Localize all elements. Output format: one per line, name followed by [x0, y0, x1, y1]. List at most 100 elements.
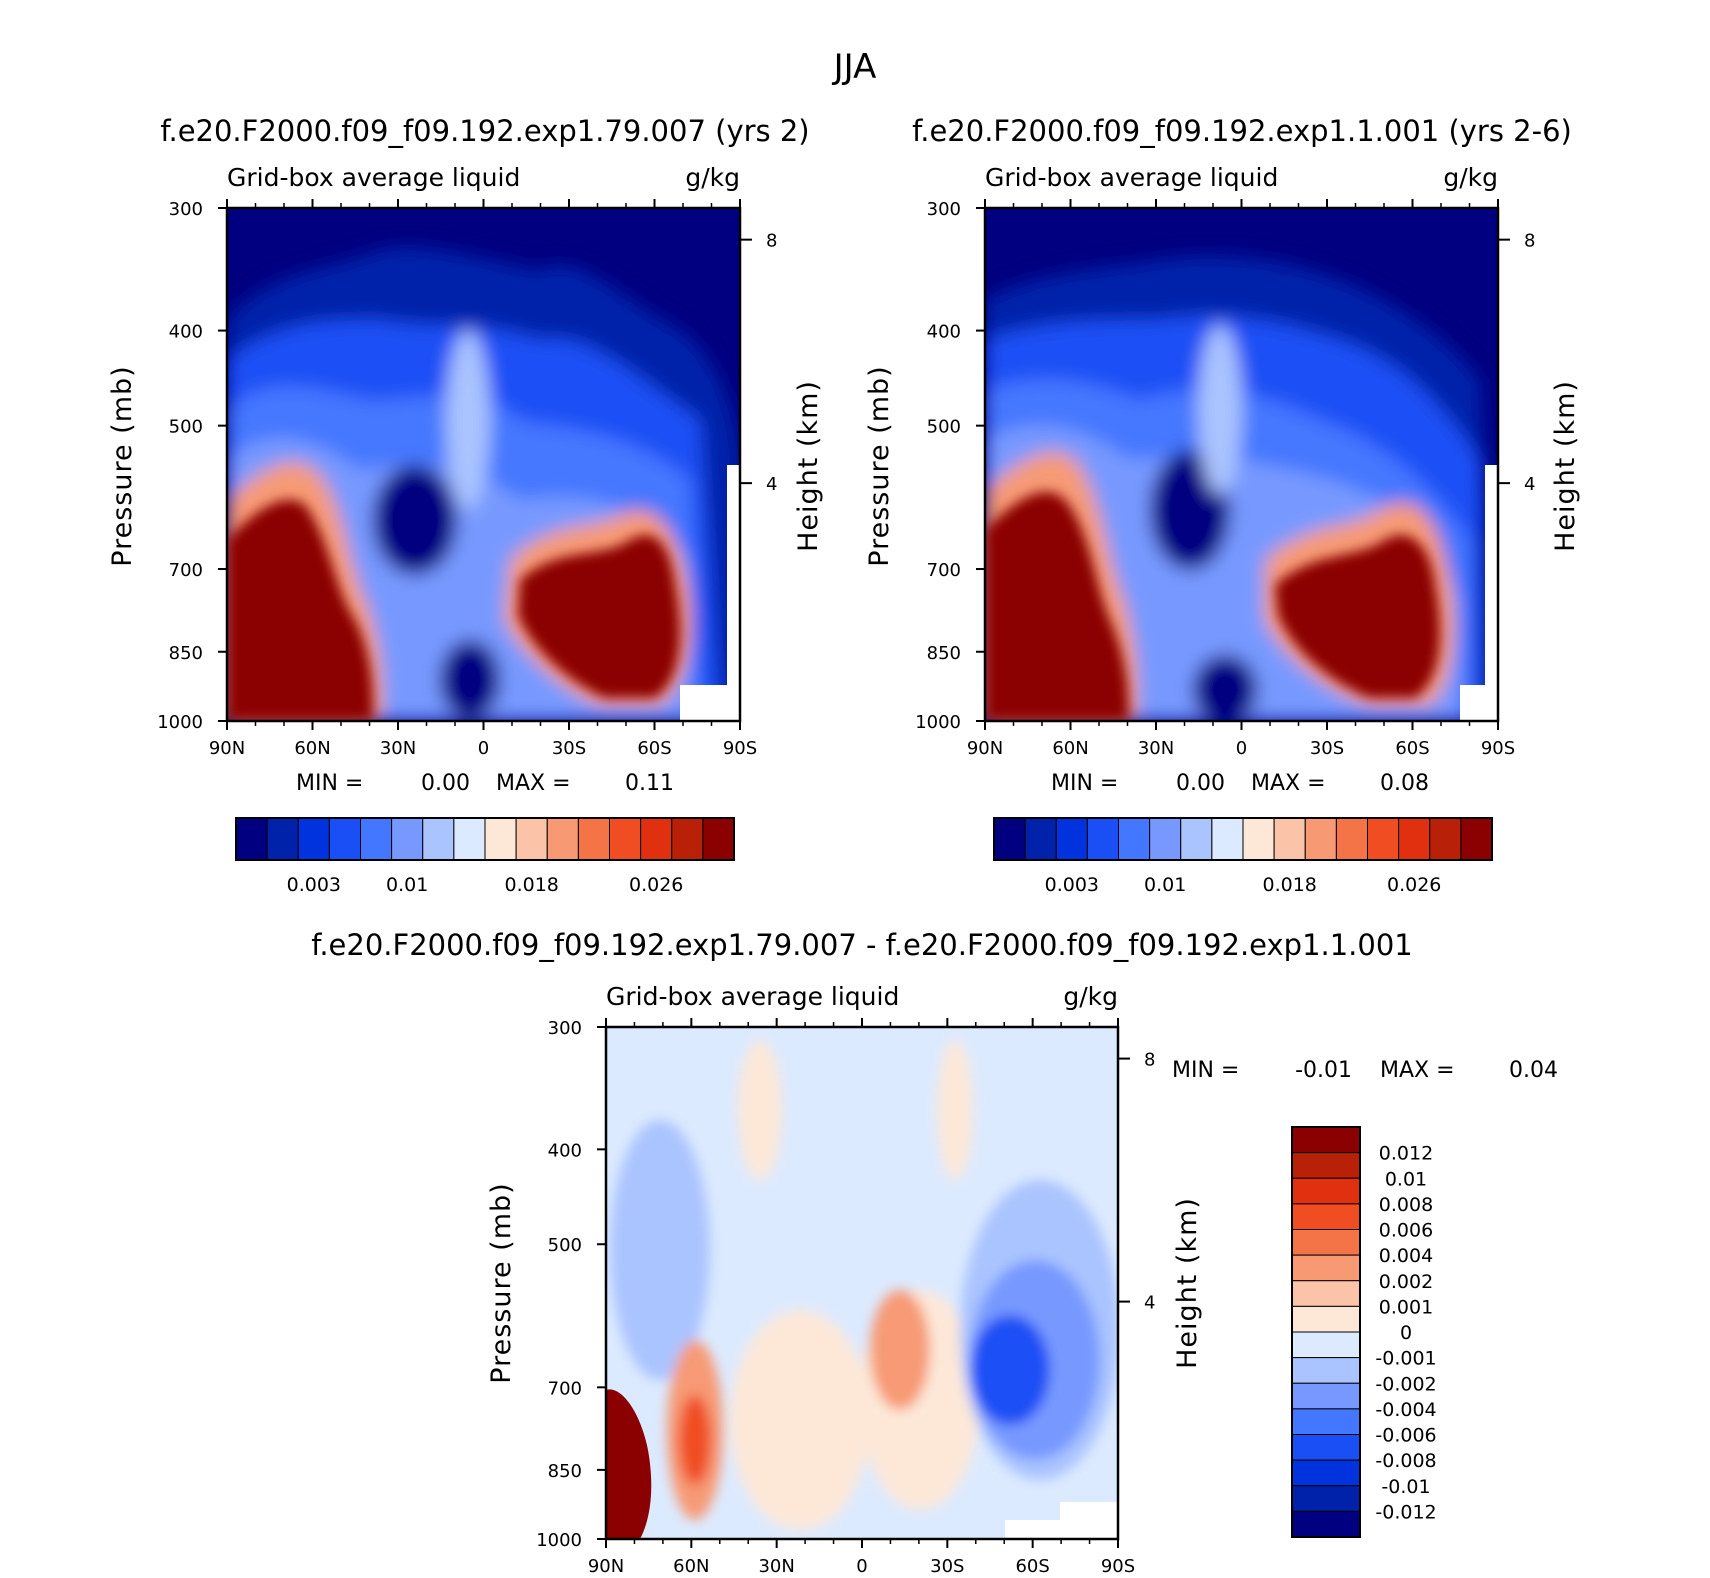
- panel-diff-contour-field: [606, 1027, 1118, 1539]
- panel-1-x-tick-label: 90S: [723, 738, 757, 759]
- panel-diff-max-region-north-edge: [606, 1389, 652, 1539]
- panel-diff-y-tick-label: 300: [548, 1018, 582, 1039]
- panel-2-x-tick-label: 90S: [1481, 738, 1515, 759]
- panel-diff-colorbar-box: [1291, 1280, 1361, 1307]
- panel-1-units-label: g/kg: [685, 163, 740, 192]
- panel-diff-x-tick-label: 30N: [758, 1556, 794, 1574]
- panel-diff-y-tick-label: 500: [548, 1235, 582, 1256]
- panel-diff-title: f.e20.F2000.f09_f09.192.exp1.79.007 - f.…: [311, 928, 1413, 962]
- panel-2-colorbar-box: [1118, 817, 1151, 861]
- panel-1-colorbar-box: [360, 817, 393, 861]
- panel-1-colorbar-box: [266, 817, 299, 861]
- panel-diff-y-tick-label: 700: [548, 1378, 582, 1399]
- panel-1-axes: 90N 60N 30N 0 30S 60S 90S 300 400 500 700 850 1000 8 4: [157, 199, 777, 759]
- panel-1-x-tick-label: 0: [478, 738, 489, 759]
- panel-diff-x-tick-label: 30S: [930, 1556, 964, 1574]
- panel-2-moist-plume: [1198, 325, 1242, 495]
- panel-1-colorbar-label: 0.026: [629, 874, 683, 896]
- panel-2-colorbar-box: [1242, 817, 1275, 861]
- panel-diff-y-tick-label: 1000: [536, 1530, 582, 1551]
- panel-1-min-value: 0.00: [421, 771, 470, 796]
- panel-diff-y-tick-label: 850: [548, 1461, 582, 1482]
- panel-diff-colorbar-box: [1291, 1408, 1361, 1435]
- panel-2-x-tick-label: 30S: [1310, 738, 1344, 759]
- panel-1-dry-pocket-30N: [373, 465, 457, 575]
- panel-2-contour-field: [985, 208, 1498, 721]
- figure-title: JJA: [832, 47, 877, 87]
- panel-2-colorbar-box: [1180, 817, 1213, 861]
- panel-1-x-tick-label: 90N: [209, 738, 245, 759]
- panel-diff-colorbar-frame: [1291, 1126, 1361, 1538]
- panel-1-x-tick-label: 60N: [294, 738, 330, 759]
- panel-diff-colorbar-label: -0.012: [1375, 1501, 1436, 1523]
- panel-diff-negative-core-south: [970, 1315, 1050, 1425]
- panel-1-height-tick-label: 4: [766, 474, 777, 495]
- panel-1-colorbar-box: [546, 817, 579, 861]
- panel-1-x-tick-label: 30S: [552, 738, 586, 759]
- panel-2-y-tick-label: 400: [927, 322, 961, 343]
- panel-2-units-label: g/kg: [1443, 163, 1498, 192]
- panel-diff-y-axis-label: Pressure (mb): [486, 1182, 517, 1383]
- panel-1-colorbar-box: [640, 817, 673, 861]
- panel-diff-colorbar-label: -0.002: [1375, 1373, 1436, 1395]
- panel-diff-missing-data-block: [1005, 1520, 1118, 1539]
- panel-diff-x-tick-label: 0: [856, 1556, 867, 1574]
- panel-2-x-tick-label: 0: [1236, 738, 1247, 759]
- panel-2-colorbar-box: [1367, 817, 1400, 861]
- panel-diff-colorbar: 0.012 0.01 0.008 0.006 0.004 0.002 0.001 0 -0.00…: [1291, 1126, 1437, 1538]
- panel-2-min-label: MIN =: [1051, 771, 1118, 796]
- panel-diff-x-tick-label: 90S: [1101, 1556, 1135, 1574]
- panel-diff-y-tick-label: 400: [548, 1140, 582, 1161]
- panel-1-x-tick-label: 60S: [637, 738, 671, 759]
- panel-1-colorbar: 0.003 0.01 0.018 0.026: [235, 817, 735, 896]
- panel-2-colorbar-label: 0.018: [1262, 874, 1316, 896]
- panel-diff-axes: 90N 60N 30N 0 30S 60S 90S 300 400 500 700 850 1000 8 4: [536, 1018, 1155, 1577]
- panel-diff-colorbar-box: [1291, 1331, 1361, 1359]
- panel-1-colorbar-box: [702, 817, 735, 861]
- panel-diff-colorbar-label: -0.008: [1375, 1450, 1436, 1472]
- panel-1-y-tick-label: 400: [169, 322, 203, 343]
- panel-diff-max-value: 0.04: [1509, 1058, 1558, 1083]
- panel-2-colorbar-box: [1211, 817, 1244, 861]
- panel-1-max-value: 0.11: [625, 771, 674, 796]
- panel-diff-colorbar-box: [1291, 1382, 1361, 1410]
- panel-diff: f.e20.F2000.f09_f09.192.exp1.79.007 - f.…: [311, 928, 1558, 1577]
- panel-diff-height-tick-label: 4: [1144, 1293, 1155, 1314]
- panel-1-colorbar-box: [609, 817, 642, 861]
- panel-diff-colorbar-box: [1291, 1254, 1361, 1282]
- panel-1-moist-plume: [446, 330, 490, 510]
- panel-2-y-tick-label: 850: [927, 643, 961, 664]
- panel-diff-colorbar-box: [1291, 1229, 1361, 1256]
- panel-2-x-tick-label: 60N: [1052, 738, 1088, 759]
- panel-diff-colorbar-label: 0: [1400, 1322, 1412, 1344]
- panel-diff-variable-label: Grid-box average liquid: [606, 982, 899, 1011]
- panel-diff-weak-positive-patch-1: [738, 1040, 782, 1180]
- panel-1-max-label: MAX =: [496, 771, 571, 796]
- panel-diff-x-tick-label: 60S: [1015, 1556, 1049, 1574]
- panel-2-colorbar-box: [1398, 817, 1431, 861]
- panel-2-colorbar-box: [1304, 817, 1337, 861]
- panel-2-max-value: 0.08: [1380, 771, 1429, 796]
- panel-2-missing-data-edge: [1485, 465, 1498, 721]
- panel-1-y-tick-label: 300: [169, 199, 203, 220]
- panel-1-colorbar-label: 0.01: [386, 874, 428, 896]
- panel-1-colorbar-box: [235, 817, 268, 861]
- panel-2-colorbar: 0.003 0.01 0.018 0.026: [993, 817, 1493, 896]
- panel-1-dry-pocket-equator: [440, 640, 500, 720]
- panel-2-colorbar-box: [1335, 817, 1368, 861]
- panel-2-height-tick-label: 8: [1524, 231, 1535, 252]
- panel-1-max-region-south: [518, 535, 680, 698]
- panel-diff-colorbar-box: [1291, 1152, 1361, 1179]
- panel-2-x-tick-label: 60S: [1395, 738, 1429, 759]
- panel-diff-min-label: MIN =: [1172, 1058, 1239, 1083]
- panel-1-y-tick-label: 1000: [157, 712, 203, 733]
- panel-2-y2-axis-label: Height (km): [1550, 380, 1581, 552]
- panel-2-y-tick-label: 300: [927, 199, 961, 220]
- panel-diff-positive-lobe-30S: [870, 1290, 930, 1410]
- panel-1-colorbar-box: [515, 817, 548, 861]
- panel-diff-height-tick-label: 8: [1144, 1050, 1155, 1071]
- panel-2-y-tick-label: 1000: [915, 712, 961, 733]
- panel-2-colorbar-label: 0.003: [1045, 874, 1099, 896]
- panel-diff-min-value: -0.01: [1295, 1058, 1352, 1083]
- panel-2-colorbar-box: [1055, 817, 1088, 861]
